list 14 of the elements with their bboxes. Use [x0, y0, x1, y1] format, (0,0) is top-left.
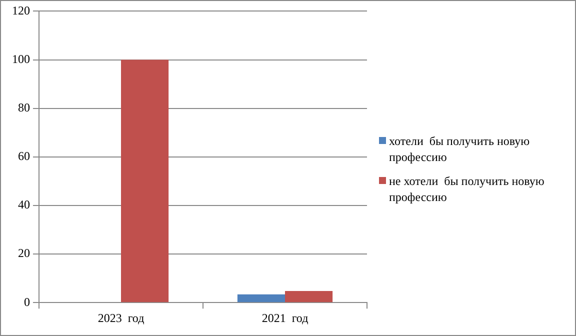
bar [237, 294, 285, 302]
y-tick-label: 80 [18, 100, 30, 114]
bar [121, 60, 169, 302]
y-tick-label: 60 [18, 149, 30, 164]
legend-label: не хотели бы получить новую профессию [389, 173, 546, 205]
legend-label: хотели бы получить новую профессию [389, 133, 531, 165]
y-tick-label: 100 [12, 52, 30, 66]
y-tick-label: 0 [24, 294, 30, 309]
y-tick-label: 120 [12, 3, 30, 18]
bar [285, 290, 333, 302]
x-tick-label: 2021 год [262, 310, 308, 325]
y-tick-label: 40 [18, 198, 30, 212]
y-tick-label: 20 [18, 246, 30, 260]
x-tick-label: 2023 год [98, 310, 144, 325]
